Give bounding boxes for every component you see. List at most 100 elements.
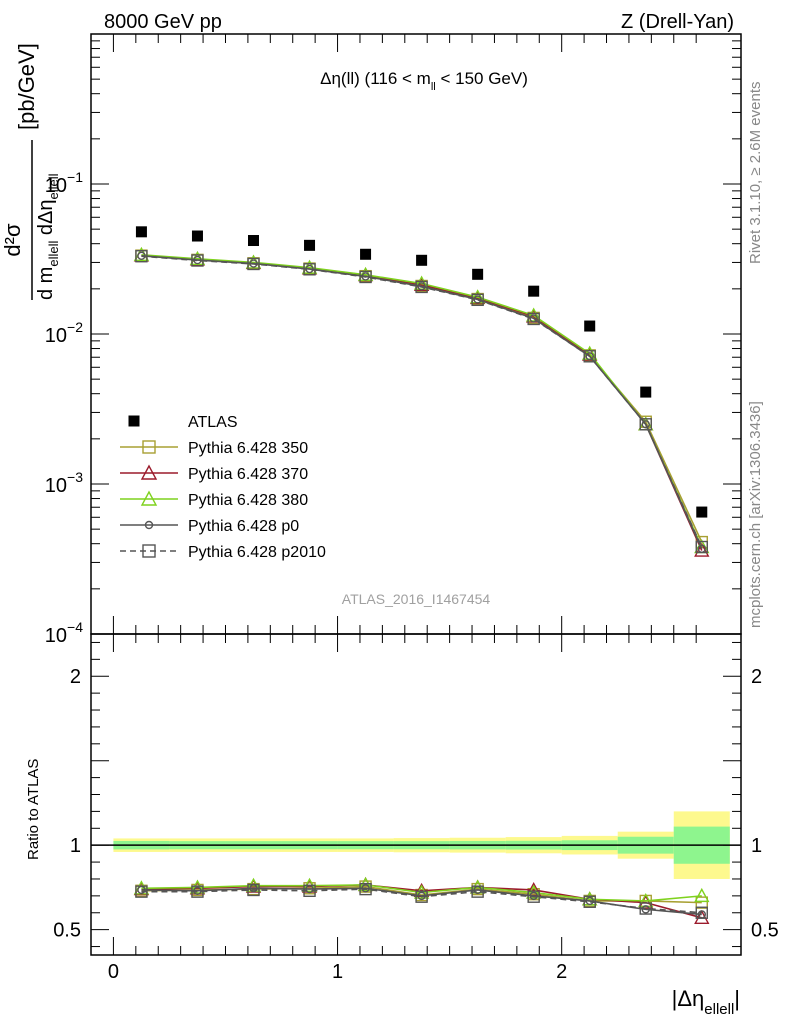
series-marker — [417, 282, 426, 291]
plot-title: Δη(ll) (116 < mll < 150 GeV) — [320, 69, 528, 93]
series-marker — [471, 885, 484, 898]
main-ylabel: d²σ d mellell dΔηellell [pb/GeV] — [0, 43, 61, 300]
series-marker — [357, 876, 374, 892]
series-marker — [695, 896, 708, 909]
data-point — [584, 320, 596, 332]
legend-label: Pythia 6.428 380 — [188, 492, 308, 509]
data-point — [416, 254, 428, 266]
series-marker — [142, 544, 156, 558]
legend-label: Pythia 6.428 350 — [188, 440, 308, 457]
ratio-series-p2010 — [135, 882, 708, 919]
data-point — [472, 268, 484, 280]
analysis-watermark: ATLAS_2016_I1467454 — [342, 591, 491, 607]
y-tick-label: 10−3 — [45, 469, 83, 497]
series-marker — [585, 352, 594, 361]
series-marker — [415, 280, 428, 294]
y-tick-label: 10−1 — [45, 169, 83, 197]
series-p370 — [133, 247, 710, 557]
header-left-label: 8000 GeV pp — [104, 11, 222, 33]
ylabel-unit: [pb/GeV] — [14, 43, 39, 130]
series-marker — [361, 884, 370, 893]
series-p2010 — [135, 250, 708, 554]
series-marker — [140, 464, 158, 480]
legend-label-atlas: ATLAS — [188, 414, 238, 431]
series-marker — [639, 418, 652, 431]
series-marker — [140, 490, 158, 506]
series-marker — [525, 884, 542, 899]
series-marker — [303, 884, 316, 897]
ylabel-numerator: d²σ — [0, 223, 25, 257]
series-marker — [413, 275, 430, 290]
ratio-tick-label-left: 1 — [70, 835, 81, 857]
series-marker — [191, 885, 204, 898]
y-tick-label: 10−2 — [45, 319, 83, 347]
series-marker — [529, 891, 538, 901]
series-marker — [135, 885, 148, 898]
legend: ATLAS Pythia 6.428 350 Pythia 6.428 370 Pyt… — [120, 414, 326, 561]
ratio-y-ticks: 0.5 0.5 1 1 2 2 — [53, 641, 779, 948]
series-marker — [527, 312, 540, 326]
ratio-plot-panel: 0 1 2 0.5 0.5 1 1 2 2 — [53, 34, 779, 983]
ratio-tick-label-right: 0.5 — [751, 920, 779, 942]
data-point — [135, 226, 147, 238]
series-marker — [413, 884, 430, 899]
legend-label: Pythia 6.428 p0 — [188, 518, 299, 535]
series-marker — [191, 254, 204, 267]
series-marker — [695, 906, 708, 919]
data-point — [191, 230, 203, 242]
series-marker — [303, 263, 316, 276]
legend-label: Pythia 6.428 p2010 — [188, 544, 326, 561]
series-marker — [359, 882, 372, 896]
legend-label: Pythia 6.428 370 — [188, 466, 308, 483]
mcplots-label: mcplots.cern.ch [arXiv:1306.3436] — [747, 401, 764, 628]
ratio-series-line — [141, 887, 702, 916]
series-marker — [471, 293, 484, 307]
series-marker — [641, 905, 650, 914]
series-marker — [247, 257, 260, 271]
series-marker — [189, 879, 206, 894]
main-plot-panel: 10−1 10−2 10−3 10−4 — [45, 33, 742, 647]
header-right-label: Z (Drell-Yan) — [621, 11, 734, 33]
series-marker — [135, 250, 148, 263]
series-marker — [142, 440, 156, 454]
ratio-tick-label-left: 2 — [70, 666, 81, 688]
x-tick-label: 0 — [108, 961, 119, 983]
x-ticks: 0 1 2 — [108, 34, 697, 983]
series-line — [141, 254, 703, 548]
data-point — [360, 248, 372, 260]
x-tick-label: 1 — [332, 961, 343, 983]
ratio-ylabel: Ratio to ATLAS — [25, 759, 42, 860]
series-marker — [415, 890, 428, 903]
series-marker — [639, 902, 652, 915]
series-marker — [527, 890, 540, 903]
series-marker — [694, 887, 710, 903]
x-tick-label: 2 — [556, 961, 567, 983]
series-marker — [694, 909, 710, 925]
ylabel-denominator: d mellell dΔηellell — [35, 173, 61, 300]
ratio-tick-label-right: 1 — [751, 835, 762, 857]
data-point — [640, 386, 652, 398]
main-y-ticks: 10−1 10−2 10−3 10−4 — [45, 40, 741, 647]
data-point — [304, 239, 316, 251]
data-point — [248, 235, 259, 247]
rivet-version-label: Rivet 3.1.10, ≥ 2.6M events — [747, 82, 764, 265]
series-marker — [641, 420, 650, 429]
series-marker — [583, 895, 596, 908]
x-axis-label: |Δηellell| — [672, 986, 740, 1018]
series-marker — [247, 883, 260, 897]
series-marker — [193, 886, 202, 895]
atlas-data-points — [135, 226, 708, 518]
series-line — [141, 255, 703, 548]
series-marker — [695, 540, 708, 554]
ratio-tick-label-right: 2 — [751, 666, 762, 688]
series-marker — [525, 307, 542, 322]
legend-marker-atlas — [128, 415, 140, 427]
y-tick-label: 10−4 — [45, 619, 83, 647]
ratio-tick-label-left: 0.5 — [53, 920, 81, 942]
series-marker — [359, 270, 372, 284]
series-marker — [583, 350, 596, 363]
series-marker — [473, 295, 482, 304]
data-point — [528, 285, 540, 297]
data-point — [696, 506, 708, 518]
